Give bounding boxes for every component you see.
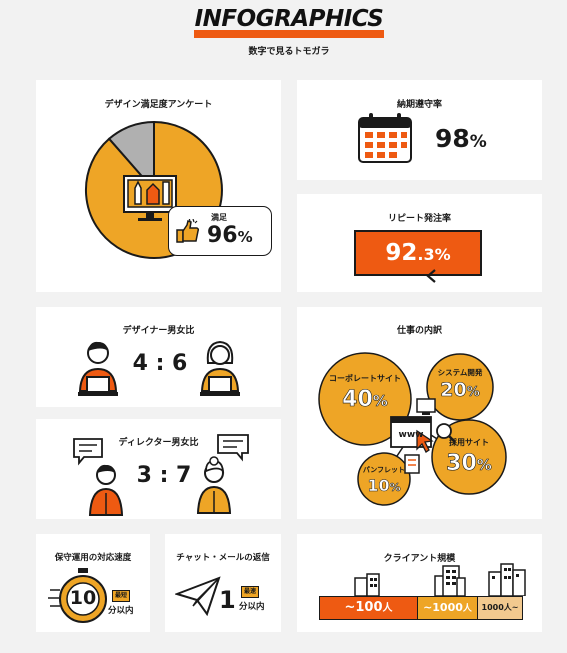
satisfaction-bubble: 満足 96% <box>168 206 272 256</box>
system-unit: % <box>466 385 480 401</box>
designers-card: デザイナー男女比 4 : 6 <box>36 307 281 407</box>
document-icon <box>404 454 420 474</box>
delivery-value: 98% <box>435 124 487 153</box>
system-value: 20% <box>429 379 491 402</box>
chat-value: 1 <box>219 586 236 614</box>
pamphlet-unit: % <box>389 481 401 495</box>
client-large-unit: 人~ <box>503 603 519 612</box>
repeat-value: 92.3% <box>356 240 480 266</box>
repeat-card: リピート発注率 92.3% <box>297 194 542 292</box>
chat-card: チャット・メールの返信 1 最速 分以内 <box>165 534 281 632</box>
bubble-corporate <box>318 352 412 446</box>
male-director-icon <box>73 438 124 516</box>
satisfaction-value: 96% <box>207 223 253 248</box>
recruit-unit: % <box>476 456 492 475</box>
survey-title: デザイン満足度アンケート <box>104 100 213 110</box>
corporate-label: コーポレートサイト <box>329 374 401 383</box>
client-medium-unit: 人 <box>462 604 472 614</box>
repeat-number: 92 <box>385 240 418 266</box>
delivery-title: 納期遵守率 <box>396 100 442 110</box>
male-designer-icon <box>78 341 118 396</box>
breakdown-title: 仕事の内訳 <box>396 326 442 336</box>
corporate-number: 40 <box>342 387 373 413</box>
client-segment-large: 1000人~ <box>478 597 522 619</box>
clients-card: クライアント規模 ~100人 ~1000人 1000人~ <box>297 534 542 632</box>
directors-ratio: 3 : 7 <box>136 463 192 488</box>
client-small-label: ~100 <box>344 600 383 615</box>
medium-building-icon <box>434 565 466 596</box>
pie-slice-other <box>107 120 155 193</box>
repeat-title: リピート発注率 <box>387 214 451 224</box>
maintenance-card: 保守運用の対応速度 10 最短 分以内 <box>36 534 150 632</box>
maintenance-unit: 分以内 <box>108 606 134 616</box>
client-large-label: 1000 <box>481 603 504 612</box>
directors-card: ディレクター男女比 3 : 7 <box>36 419 281 519</box>
corporate-unit: % <box>372 392 388 411</box>
clients-title: クライアント規模 <box>383 554 456 564</box>
delivery-card: 納期遵守率 98% <box>297 80 542 180</box>
system-number: 20 <box>440 379 467 402</box>
repeat-unit: % <box>434 245 451 264</box>
corporate-value: 40% <box>321 387 409 413</box>
client-bar: ~100人 ~1000人 1000人~ <box>319 596 523 620</box>
stopwatch-icon <box>48 568 107 623</box>
client-segment-small: ~100人 <box>320 597 418 619</box>
satisfaction-unit: % <box>237 228 253 246</box>
thumbs-up-icon <box>176 219 200 243</box>
logo-underline <box>194 30 384 38</box>
design-monitor-icon <box>123 175 177 221</box>
repeat-arrow-icon <box>426 269 436 283</box>
female-director-icon <box>196 434 249 514</box>
pamphlet-label: パンフレット <box>362 466 406 474</box>
small-building-icon <box>354 573 380 596</box>
logo: INFOGRAPHICS <box>194 6 384 32</box>
chat-unit: 分以内 <box>239 602 265 612</box>
pamphlet-number: 10 <box>367 476 390 496</box>
client-small-unit: 人 <box>382 603 393 614</box>
recruit-value: 30% <box>434 451 504 477</box>
recruit-number: 30 <box>446 451 477 477</box>
chat-badge: 最速 <box>241 586 259 598</box>
satisfaction-number: 96 <box>207 223 238 248</box>
breakdown-bubbles <box>318 352 507 506</box>
survey-card: デザイン満足度アンケート 満足 96% <box>36 80 281 292</box>
client-segment-medium: ~1000人 <box>418 597 478 619</box>
client-medium-label: ~1000 <box>423 601 463 614</box>
paper-plane-icon <box>175 576 221 616</box>
large-building-icon <box>488 563 526 596</box>
satisfaction-label: 満足 <box>211 213 227 222</box>
maintenance-title: 保守運用の対応速度 <box>54 553 132 563</box>
breakdown-card: 仕事の内訳 www コーポレートサイト 40 <box>297 307 542 519</box>
maintenance-value: 10 <box>69 587 97 609</box>
female-designer-icon <box>200 340 240 396</box>
delivery-unit: % <box>469 132 487 152</box>
recruit-label: 採用サイト <box>449 438 489 447</box>
bubble-system <box>426 353 494 421</box>
directors-title: ディレクター男女比 <box>118 438 199 448</box>
bubble-pamphlet <box>357 452 411 506</box>
chat-title: チャット・メールの返信 <box>176 553 270 563</box>
www-window-icon <box>390 416 432 448</box>
system-label: システム開発 <box>437 368 483 377</box>
designers-ratio: 4 : 6 <box>132 351 188 376</box>
designers-title: デザイナー男女比 <box>122 326 195 336</box>
page-subtitle: 数字で見るトモガラ <box>248 47 330 57</box>
delivery-number: 98 <box>435 124 470 153</box>
cursor-icon <box>416 429 434 453</box>
maintenance-badge: 最短 <box>112 590 130 602</box>
www-label: www <box>398 430 424 440</box>
calendar-icon <box>358 113 412 163</box>
repeat-decimal: .3 <box>417 245 435 264</box>
monitor-icon <box>416 398 436 415</box>
pamphlet-value: 10% <box>359 476 409 496</box>
repeat-banner: 92.3% <box>354 230 482 276</box>
search-icon <box>436 423 456 443</box>
